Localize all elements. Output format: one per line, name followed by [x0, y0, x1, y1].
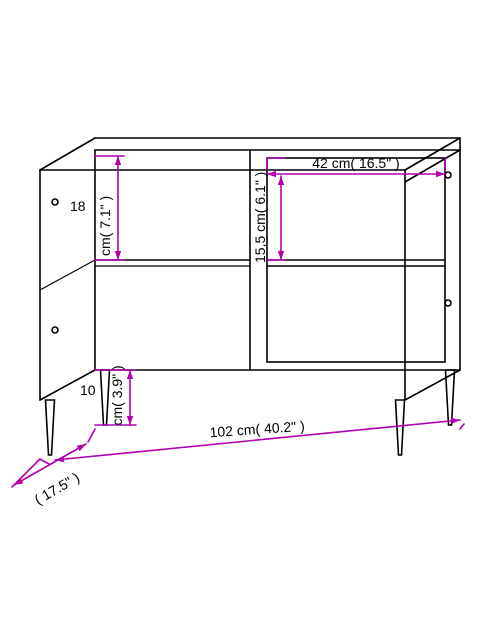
- dimension-label: cm( 7.1" ): [97, 196, 113, 256]
- dimension-label: ( 17.5" ): [32, 469, 83, 508]
- dimension-label: 15,5 cm( 6.1" ): [252, 172, 268, 263]
- dimension-label: 42 cm( 16.5" ): [312, 155, 399, 171]
- dimension-label: 18: [70, 198, 86, 214]
- dimension-label: cm( 3.9" ): [109, 365, 125, 425]
- dimension-label: 10: [80, 382, 96, 398]
